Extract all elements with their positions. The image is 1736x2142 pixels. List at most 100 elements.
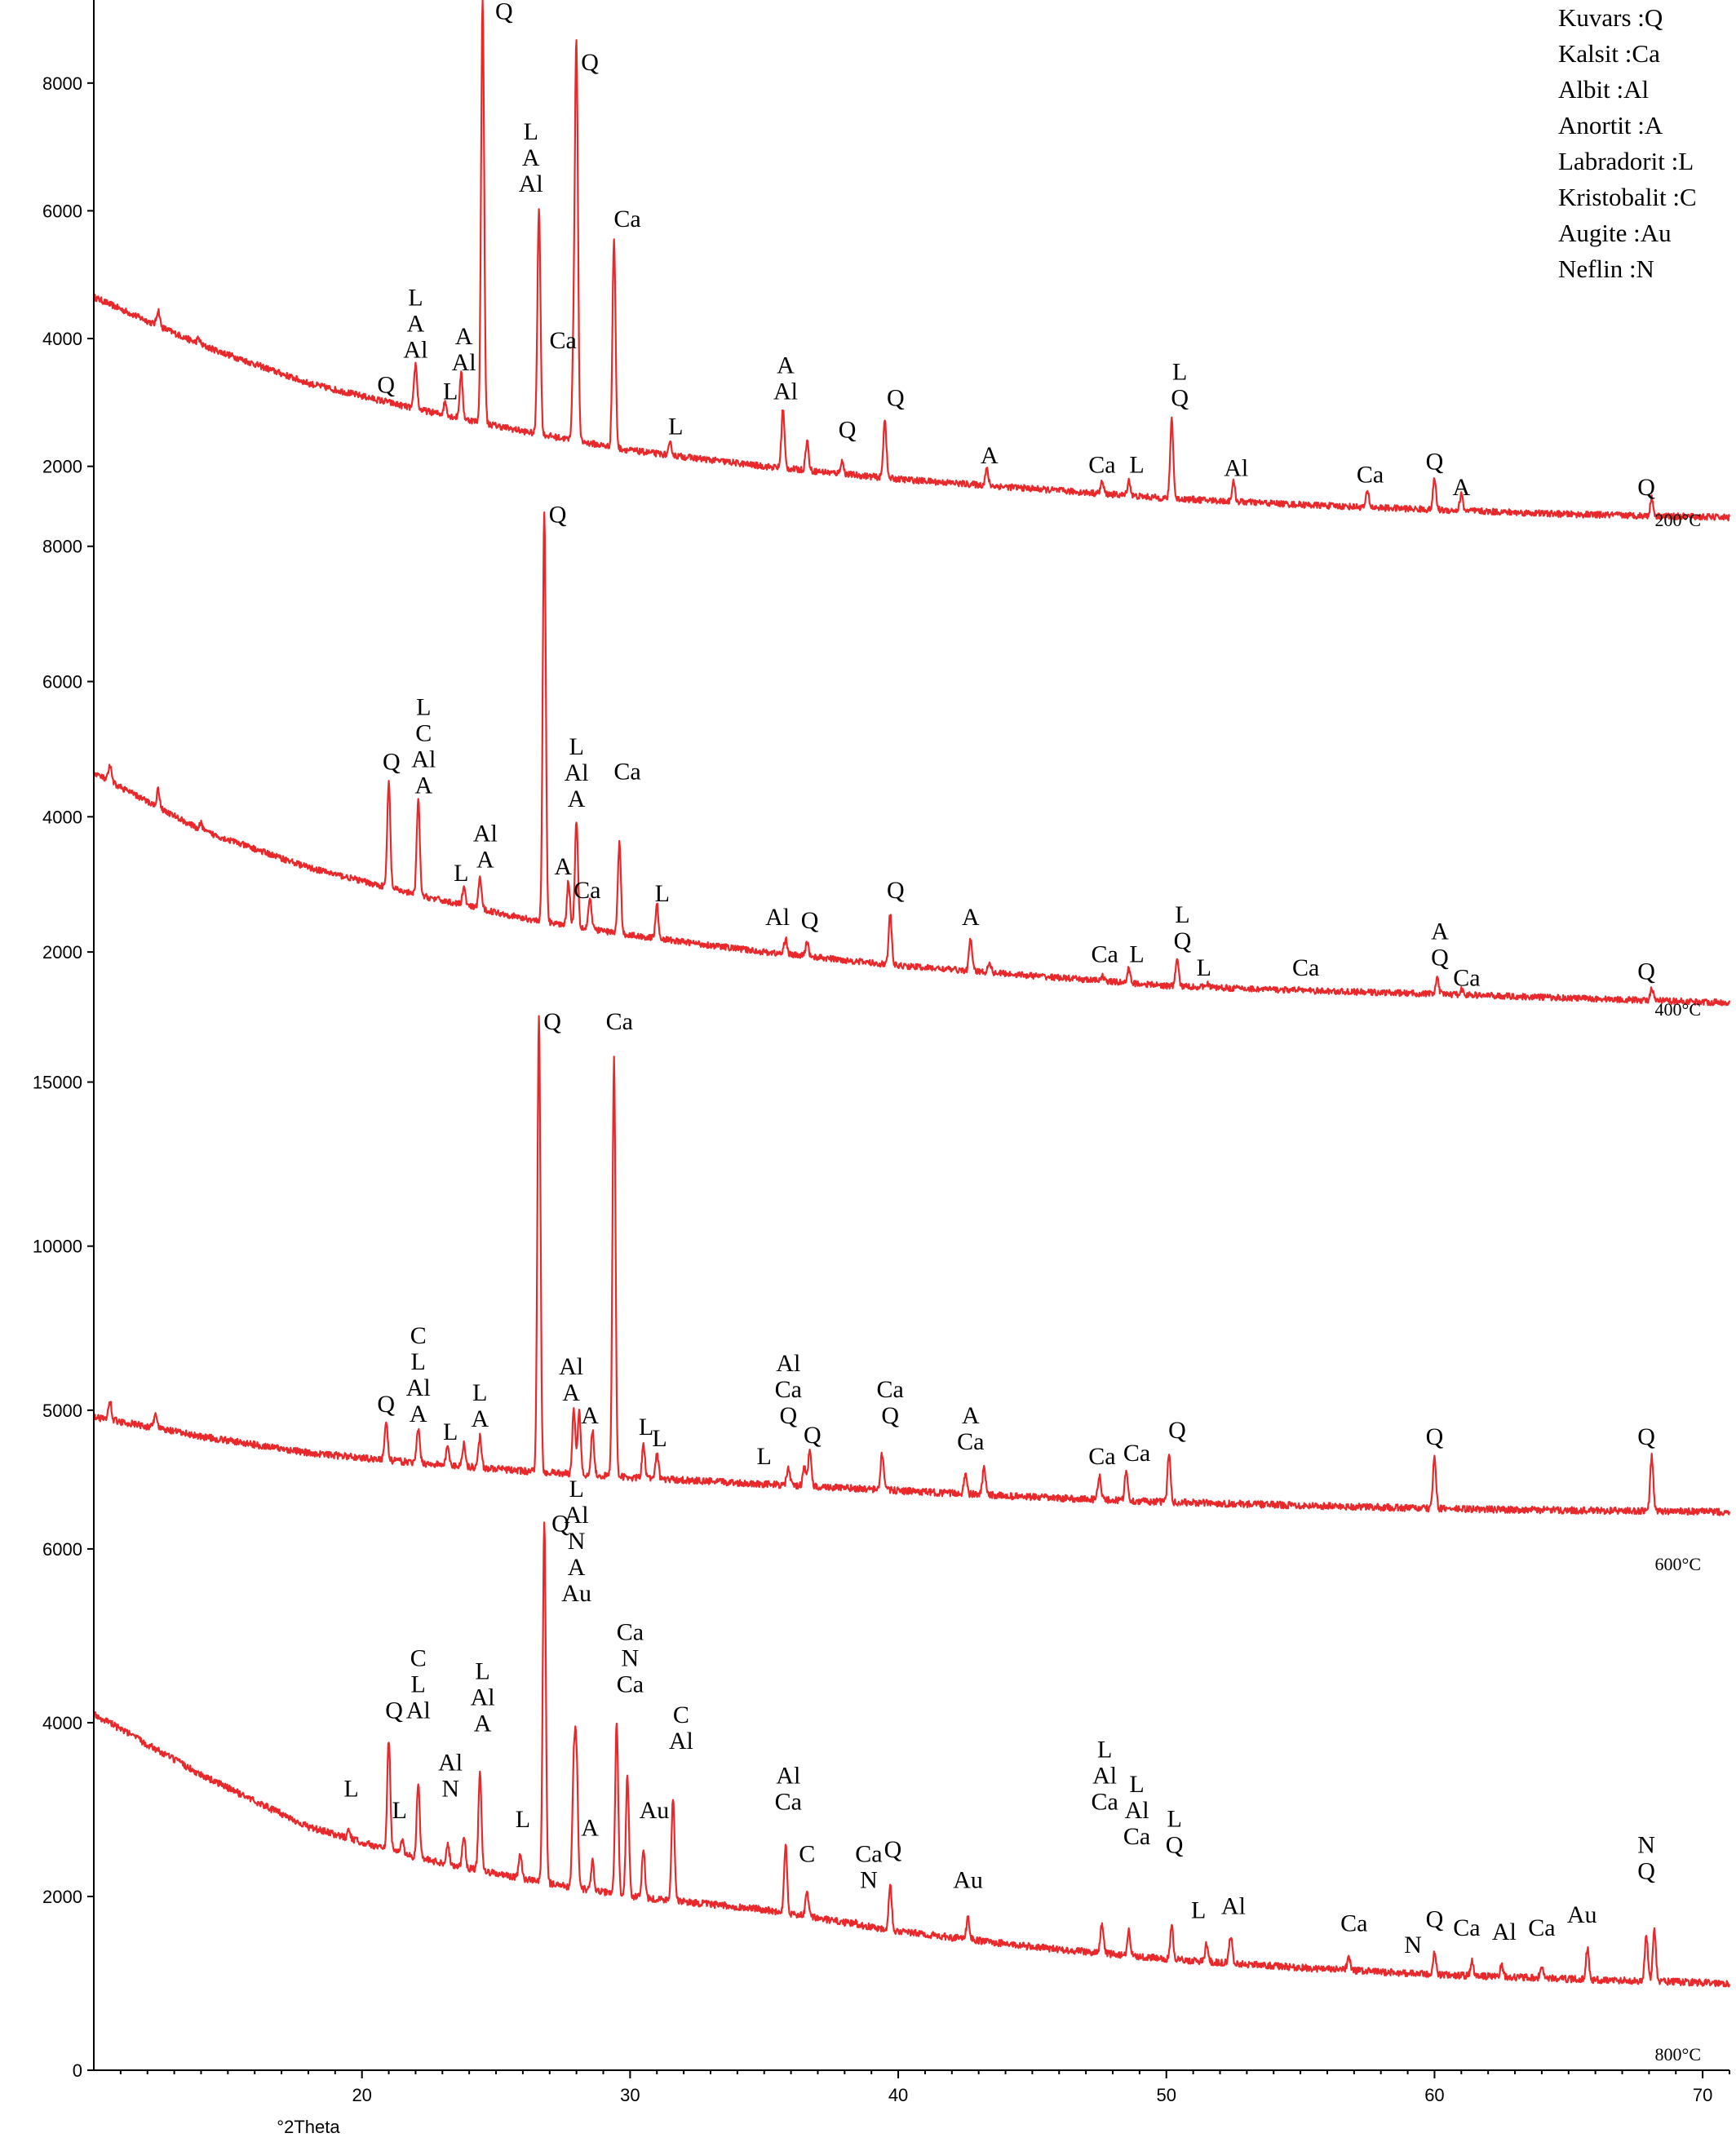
peak-phase-label: Al [1224,454,1248,481]
peak-phase-label: Ca [550,327,577,354]
peak-annotation: Ca [1357,461,1384,488]
peak-phase-label: Ca [1091,1788,1118,1815]
peak-phase-label: Q [887,384,905,411]
peak-annotation: L [443,1418,458,1445]
peak-phase-label: L [524,118,538,145]
peak-phase-label: N [441,1775,459,1802]
peak-annotation: L [443,378,458,405]
xrd-trace [93,1521,1731,1988]
peak-phase-label: Al [565,1502,589,1529]
peak-phase-label: Al [773,378,798,405]
temperature-label: 400°C [1655,999,1701,1020]
peak-annotation: Al Ca [775,1762,802,1815]
peak-phase-label: Ca [617,1619,644,1646]
y-tick-label: 2000 [42,457,82,477]
peak-annotation: L [668,414,683,440]
peak-phase-label: A [554,853,572,880]
peak-annotation: L [1197,954,1211,981]
y-tick-label: 8000 [42,73,82,94]
peak-annotation: L [652,1425,666,1452]
peak-phase-label: Ca [1123,1440,1150,1467]
peak-annotation: A [554,853,572,880]
legend-entry: Kalsit :Ca [1558,39,1660,68]
peak-annotation: L Al A [471,1658,495,1737]
peak-phase-label: C [415,719,432,746]
peak-phase-label: L [454,860,468,887]
peak-annotation: L [1191,1897,1206,1924]
peak-phase-label: A [522,144,540,171]
peak-phase-label: Au [640,1797,670,1824]
peak-phase-label: Al [406,1374,431,1401]
peak-phase-label: Al [471,1684,495,1711]
peak-phase-label: N [860,1866,878,1893]
peak-phase-label: A [414,772,432,799]
peak-phase-label: Ca [1357,461,1384,488]
peak-annotation: Q [804,1422,822,1449]
peak-phase-label: L [569,1476,583,1502]
peak-annotation: A Al [773,352,798,405]
peak-phase-label: Ca [775,1788,802,1815]
peak-phase-label: Al [406,1697,431,1724]
peak-phase-label: L [411,1348,426,1375]
x-tick-label: 20 [352,2085,371,2105]
peak-phase-label: Ca [613,206,640,232]
peak-phase-label: Ca [1340,1910,1367,1937]
peak-phase-label: L [668,414,683,440]
peak-phase-label: A [581,1814,599,1841]
y-tick-label: 0 [73,2060,82,2081]
peak-annotation: C L Al [406,1645,431,1724]
peak-annotation: Q [543,1008,561,1035]
peak-phase-label: A [981,442,999,469]
peak-annotation: Q [377,372,395,399]
peak-annotation: Q [495,0,513,24]
peak-phase-label: A [562,1379,580,1406]
peak-phase-label: L [1172,358,1187,385]
peak-annotation: A [962,904,980,931]
peak-phase-label: L [472,1379,487,1406]
peak-phase-label: N [622,1645,640,1672]
peak-phase-label: L [1197,954,1211,981]
peak-phase-label: A [1452,474,1470,501]
peak-phase-label: Q [383,748,401,775]
peak-annotation: Au [640,1797,670,1824]
peak-annotation: Al A [559,1353,583,1406]
peak-phase-label: N [568,1528,586,1555]
peak-annotation: Q [1637,1423,1655,1450]
peak-annotation: Q [551,1511,569,1538]
peak-annotation: Q [383,748,401,775]
peak-annotation: A [581,1402,599,1429]
peak-annotation: Q [801,907,819,934]
peak-annotation: A [1452,474,1470,501]
peak-annotation: Ca [550,327,577,354]
peak-annotation: L [639,1414,653,1441]
peak-annotation: L [392,1797,407,1824]
peak-phase-label: Ca [1528,1914,1555,1941]
peak-phase-label: A [568,786,586,812]
peak-annotation: Q [1426,1423,1444,1450]
peak-phase-label: A [777,352,795,378]
temperature-label: 600°C [1655,1554,1701,1574]
peak-phase-label: L [652,1425,666,1452]
y-tick-label: 2000 [42,1887,82,1907]
peak-annotation: Q [839,416,857,443]
peak-phase-label: L [655,880,670,907]
peak-annotation: L [516,1806,530,1833]
y-tick-label: 6000 [42,672,82,693]
temperature-label: 200°C [1655,510,1701,530]
y-tick-label: 10000 [33,1237,82,1257]
peak-annotation: L Al Ca [1091,1736,1118,1815]
peak-annotation: A [581,1814,599,1841]
peak-phase-label: C [410,1322,427,1349]
peak-phase-label: L [516,1806,530,1833]
peak-phase-label: Al [411,746,436,772]
peak-phase-label: L [392,1797,407,1824]
legend-entry: Kristobalit :C [1558,183,1697,211]
peak-phase-label: A [476,846,494,873]
peak-annotation: Q [549,502,567,529]
peak-annotation: Al [765,904,790,931]
peak-annotation: L [1129,452,1144,479]
xrd-trace [92,511,1731,1007]
